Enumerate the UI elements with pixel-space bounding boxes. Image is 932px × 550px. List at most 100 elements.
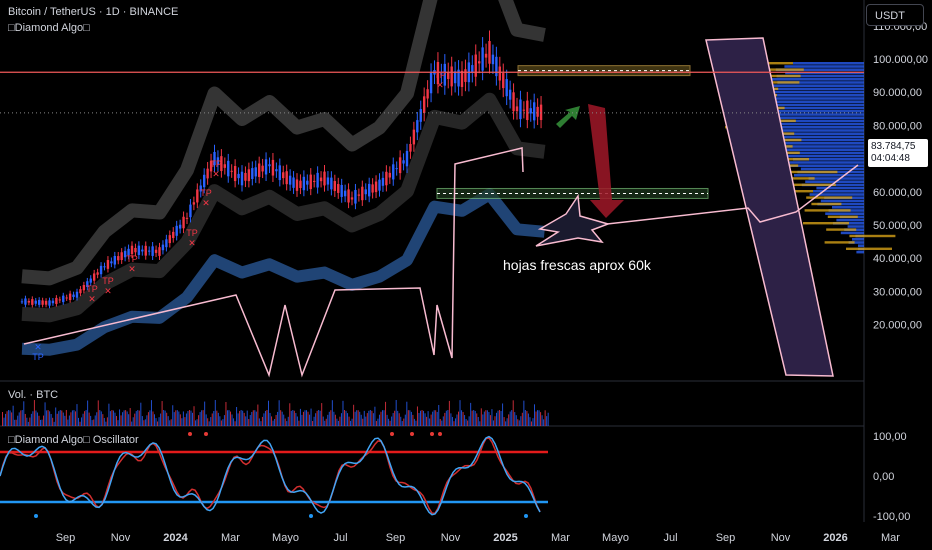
volume-bar — [321, 403, 323, 426]
time-tick-label: Nov — [441, 532, 461, 544]
volume-bar — [146, 415, 148, 426]
volume-profile-bar — [774, 142, 864, 145]
oscillator-main-line — [0, 435, 541, 516]
volume-bar — [515, 415, 517, 426]
price-tick-label: 100.000,00 — [873, 54, 928, 66]
candle-body — [347, 189, 350, 203]
candle-body — [306, 180, 309, 185]
volume-profile-bar — [840, 231, 864, 235]
volume-bar — [445, 410, 447, 426]
candle-body — [137, 245, 141, 255]
oscillator-dot — [34, 514, 38, 518]
volume-bar — [473, 410, 475, 426]
candle-body — [96, 272, 99, 275]
volume-profile-bar — [768, 78, 864, 81]
volume-bar — [459, 400, 461, 426]
volume-bar — [433, 410, 435, 426]
candle-body — [471, 65, 474, 73]
volume-bar — [26, 417, 28, 426]
candle-body — [158, 247, 161, 256]
volume-bar — [392, 413, 394, 426]
tp-signal-label: TP — [186, 228, 198, 238]
candle-body — [72, 294, 75, 297]
time-tick-label: 2024 — [163, 532, 188, 544]
candle-body — [199, 185, 202, 192]
volume-bar — [450, 413, 452, 426]
volume-bar — [503, 417, 505, 426]
osc-tick-label: 100,00 — [873, 431, 907, 443]
volume-bar — [198, 415, 200, 426]
volume-bar — [359, 411, 361, 426]
volume-bar — [362, 418, 364, 426]
volume-bar — [216, 410, 218, 426]
volume-bar — [222, 419, 224, 426]
chart-title: Bitcoin / TetherUS · 1D · BINANCE — [8, 6, 179, 18]
candle-body — [34, 300, 37, 304]
volume-bar — [173, 412, 175, 426]
candle-body — [144, 245, 147, 256]
volume-bar — [134, 413, 136, 426]
volume-bar — [9, 410, 11, 426]
volume-bar — [258, 418, 260, 426]
volume-bar — [386, 414, 388, 426]
volume-bar — [257, 404, 259, 426]
volume-bar — [100, 411, 102, 426]
volume-profile-bar — [824, 241, 855, 244]
candle-body — [247, 169, 251, 182]
volume-bar — [68, 415, 70, 426]
volume-bar — [125, 410, 127, 426]
candle-body — [220, 156, 223, 172]
volume-bar — [439, 418, 441, 426]
volume-profile-bar — [789, 161, 864, 164]
volume-bar — [223, 415, 225, 426]
volume-bar — [416, 406, 418, 426]
volume-bar — [254, 410, 256, 426]
oscillator-label[interactable]: □Diamond Algo□ Oscillator — [8, 434, 139, 446]
volume-bar — [535, 411, 537, 426]
volume-bar — [406, 401, 408, 426]
down-arrow-drawing — [588, 104, 624, 218]
tp-signal-label: TP — [102, 276, 114, 286]
volume-bar — [27, 421, 29, 426]
candle-body — [244, 172, 247, 181]
tp-signal-marker: ✕ — [128, 264, 136, 274]
candle-body — [154, 249, 158, 253]
volume-bar — [143, 420, 145, 426]
star-burst-drawing — [535, 193, 611, 247]
volume-bar — [117, 420, 119, 426]
volume-bar — [468, 416, 470, 426]
volume-profile-bar — [777, 138, 864, 142]
volume-profile-bar — [769, 129, 864, 132]
volume-label[interactable]: Vol. · BTC — [8, 389, 59, 401]
volume-bar — [356, 410, 358, 426]
volume-bar — [226, 410, 228, 426]
volume-bar — [546, 416, 548, 426]
currency-button[interactable]: USDT — [866, 4, 924, 26]
candle-body — [398, 157, 402, 174]
candle-body — [337, 184, 340, 193]
tp-signal-marker: ✕ — [188, 238, 196, 248]
candle-body — [526, 100, 529, 121]
candle-body — [498, 66, 502, 81]
volume-bar — [470, 402, 472, 426]
time-tick-label: 2025 — [493, 532, 517, 544]
volume-bar — [120, 415, 122, 426]
volume-bar — [93, 419, 95, 426]
volume-bar — [210, 417, 212, 426]
indicator-label[interactable]: □Diamond Algo□ — [8, 22, 90, 34]
volume-bar — [195, 420, 197, 426]
volume-bar — [508, 414, 510, 426]
volume-bar — [363, 410, 365, 426]
tp-signal-marker: ✕ — [88, 294, 96, 304]
volume-bar — [90, 415, 92, 426]
volume-bar — [278, 400, 280, 426]
volume-bar — [500, 410, 502, 426]
candle-body — [309, 174, 312, 190]
candle-body — [436, 62, 440, 85]
volume-bar — [506, 418, 508, 426]
volume-bar — [400, 416, 402, 426]
candle-body — [512, 92, 515, 112]
volume-bar — [331, 400, 333, 426]
candle-body — [282, 172, 285, 179]
